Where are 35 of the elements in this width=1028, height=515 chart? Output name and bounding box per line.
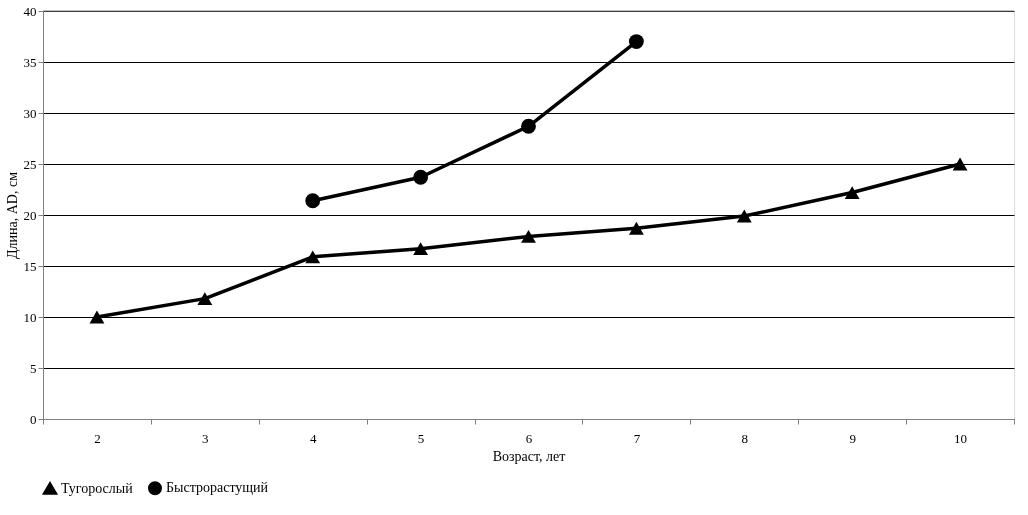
x-tick-label: 4 — [309, 430, 317, 446]
x-tick-label: 7 — [633, 430, 641, 446]
legend-label: Тугорослый — [61, 480, 134, 496]
y-tick-label: 40 — [23, 3, 37, 19]
y-axis-title: Длина, AD, см — [4, 171, 20, 260]
y-tick-label: 15 — [23, 258, 37, 274]
point — [521, 118, 536, 134]
point — [736, 209, 752, 223]
x-tick-label: 8 — [741, 430, 749, 446]
point — [413, 242, 429, 256]
y-tick-label: 0 — [30, 411, 37, 427]
point — [952, 157, 968, 171]
y-tick-label: 35 — [23, 54, 37, 70]
x-tick-label: 6 — [525, 430, 533, 446]
point — [521, 230, 536, 243]
x-axis-title: Возраст, лет — [492, 448, 566, 464]
point — [89, 310, 105, 324]
y-tick-label: 20 — [23, 207, 37, 223]
y-tick-label: 30 — [23, 105, 37, 121]
x-tick-label: 9 — [849, 430, 856, 446]
y-tick-label: 25 — [23, 156, 37, 172]
y-tick-label: 10 — [23, 309, 37, 325]
x-tick-label: 10 — [954, 430, 968, 446]
y-tick-label: 5 — [30, 360, 37, 376]
x-tick-label: 5 — [417, 430, 425, 446]
point — [305, 193, 321, 209]
point — [197, 292, 213, 306]
x-tick-label: 2 — [94, 430, 101, 446]
legend-label: Быстрорастущий — [166, 480, 269, 496]
point — [628, 221, 644, 235]
point — [305, 250, 321, 264]
point — [413, 169, 429, 185]
x-tick-label: 3 — [202, 430, 209, 446]
point — [628, 34, 644, 49]
point — [844, 186, 860, 199]
